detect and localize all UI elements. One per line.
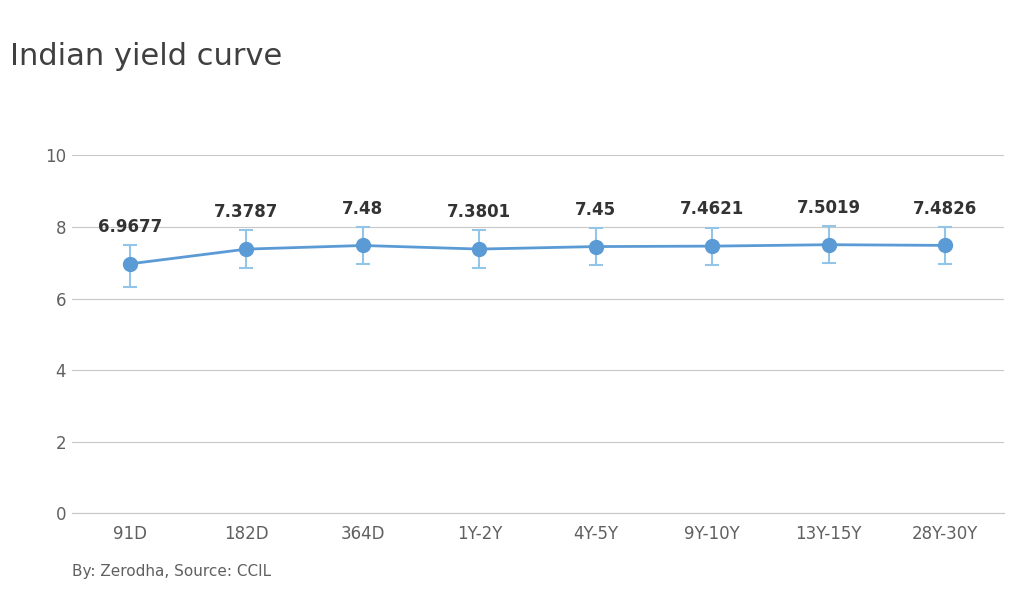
Text: 7.4826: 7.4826 [913, 199, 977, 218]
Text: Indian yield curve: Indian yield curve [10, 42, 283, 71]
Text: 7.3787: 7.3787 [214, 204, 279, 221]
Text: 6.9677: 6.9677 [98, 218, 162, 236]
Text: 7.45: 7.45 [575, 201, 616, 219]
Text: 7.5019: 7.5019 [797, 199, 861, 217]
Text: 7.4621: 7.4621 [680, 201, 744, 219]
Text: By: Zerodha, Source: CCIL: By: Zerodha, Source: CCIL [72, 564, 270, 579]
Text: 7.48: 7.48 [342, 200, 383, 218]
Text: 7.3801: 7.3801 [447, 204, 511, 221]
